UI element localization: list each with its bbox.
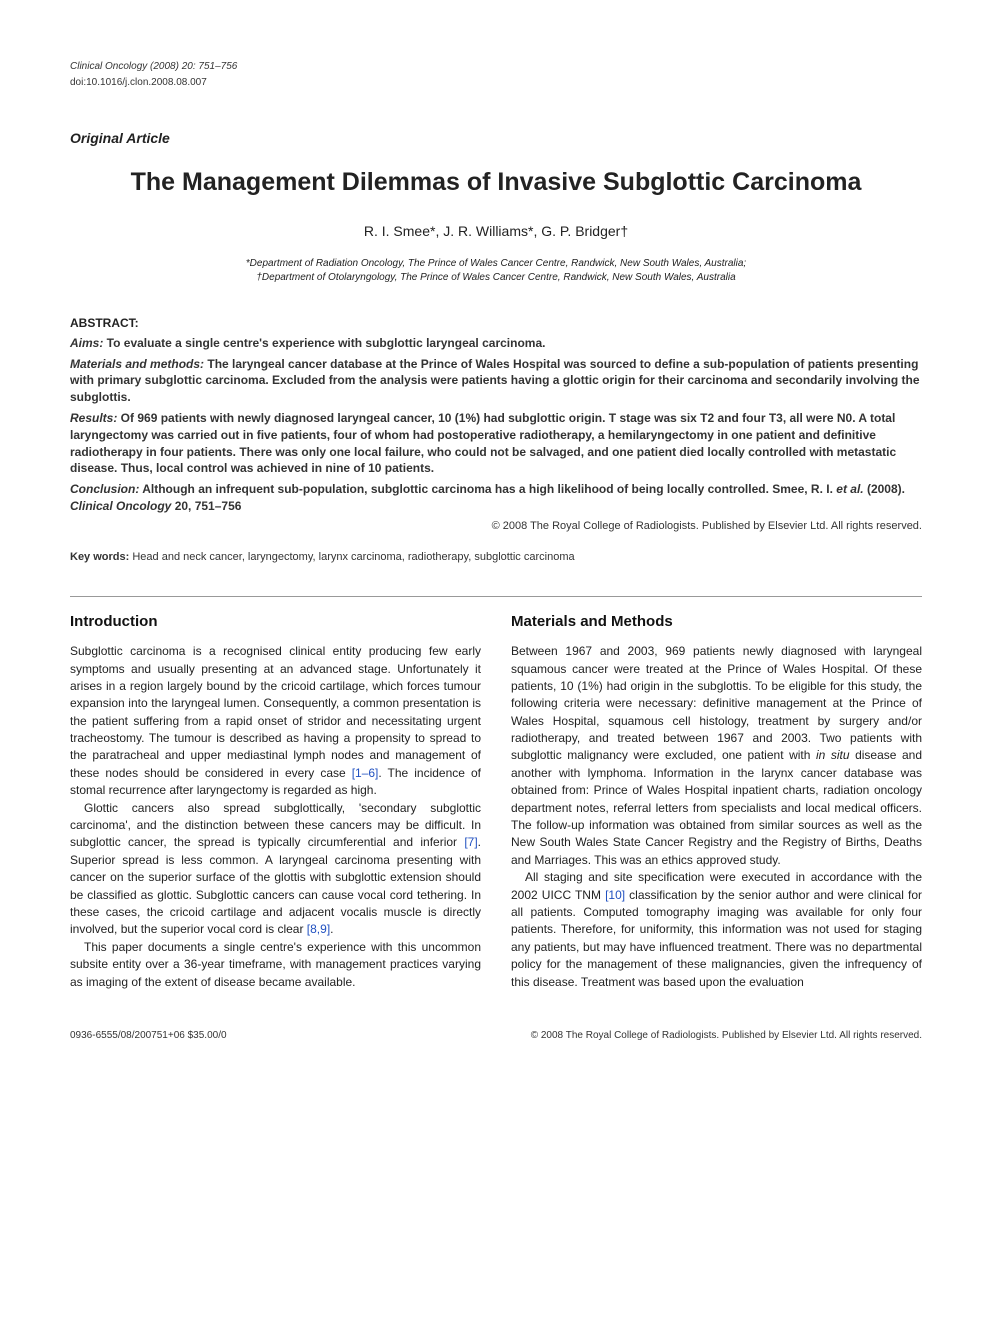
affiliation-2: †Department of Otolaryngology, The Princ… <box>256 272 735 283</box>
abstract-conclusion-label: Conclusion: <box>70 482 139 496</box>
abstract-results: Results: Of 969 patients with newly diag… <box>70 410 922 477</box>
affiliation-1: *Department of Radiation Oncology, The P… <box>246 258 746 269</box>
abstract-cite-journal: Clinical Oncology <box>70 499 171 513</box>
authors: R. I. Smee*, J. R. Williams*, G. P. Brid… <box>70 222 922 241</box>
intro-p2c: . <box>330 922 333 936</box>
abstract-aims: Aims: To evaluate a single centre's expe… <box>70 335 922 352</box>
keywords: Key words: Head and neck cancer, larynge… <box>70 550 922 565</box>
materials-methods-heading: Materials and Methods <box>511 611 922 633</box>
abstract-aims-label: Aims: <box>70 336 103 350</box>
abstract-results-text: Of 969 patients with newly diagnosed lar… <box>70 411 896 475</box>
intro-p1: Subglottic carcinoma is a recognised cli… <box>70 643 481 800</box>
abstract-results-label: Results: <box>70 411 117 425</box>
abstract-aims-text: To evaluate a single centre's experience… <box>103 336 545 350</box>
mm-p2: All staging and site specification were … <box>511 869 922 991</box>
ref-link-7[interactable]: [7] <box>464 835 477 849</box>
keywords-text: Head and neck cancer, laryngectomy, lary… <box>129 551 574 563</box>
footer-left: 0936-6555/08/200751+06 $35.00/0 <box>70 1029 227 1043</box>
footer-right: © 2008 The Royal College of Radiologists… <box>531 1029 922 1043</box>
article-title: The Management Dilemmas of Invasive Subg… <box>70 166 922 200</box>
page-footer: 0936-6555/08/200751+06 $35.00/0 © 2008 T… <box>70 1029 922 1043</box>
abstract-cite-year: (2008). <box>864 482 905 496</box>
intro-p1a: Subglottic carcinoma is a recognised cli… <box>70 644 481 780</box>
article-type: Original Article <box>70 129 922 148</box>
mm-p1b: disease and another with lymphoma. Infor… <box>511 748 922 866</box>
abstract-materials-methods: Materials and methods: The laryngeal can… <box>70 356 922 406</box>
right-column: Materials and Methods Between 1967 and 2… <box>511 611 922 991</box>
abstract-copyright: © 2008 The Royal College of Radiologists… <box>70 519 922 534</box>
affiliations: *Department of Radiation Oncology, The P… <box>70 257 922 285</box>
intro-p2: Glottic cancers also spread subglottical… <box>70 800 481 939</box>
doi-info: doi:10.1016/j.clon.2008.08.007 <box>70 76 922 90</box>
abstract-cite-pages: 20, 751–756 <box>171 499 241 513</box>
ref-link-1-6[interactable]: [1–6] <box>352 766 379 780</box>
abstract-conclusion: Conclusion: Although an infrequent sub-p… <box>70 481 922 515</box>
mm-p1: Between 1967 and 2003, 969 patients newl… <box>511 643 922 869</box>
mm-p1a: Between 1967 and 2003, 969 patients newl… <box>511 644 922 762</box>
journal-info: Clinical Oncology (2008) 20: 751–756 <box>70 60 922 74</box>
ref-link-10[interactable]: [10] <box>605 888 625 902</box>
introduction-heading: Introduction <box>70 611 481 633</box>
left-column: Introduction Subglottic carcinoma is a r… <box>70 611 481 991</box>
abstract-heading: ABSTRACT: <box>70 315 922 331</box>
mm-p1-italic: in situ <box>816 748 850 762</box>
body-columns: Introduction Subglottic carcinoma is a r… <box>70 611 922 991</box>
intro-p2a: Glottic cancers also spread subglottical… <box>70 801 481 850</box>
abstract-etal: et al. <box>836 482 863 496</box>
intro-p3: This paper documents a single centre's e… <box>70 939 481 991</box>
abstract-conclusion-text: Although an infrequent sub-population, s… <box>139 482 836 496</box>
ref-link-8-9[interactable]: [8,9] <box>307 922 330 936</box>
abstract-mm-label: Materials and methods: <box>70 357 204 371</box>
divider <box>70 596 922 597</box>
intro-p2b: . Superior spread is less common. A lary… <box>70 835 481 936</box>
keywords-label: Key words: <box>70 551 129 563</box>
mm-p2b: classification by the senior author and … <box>511 888 922 989</box>
